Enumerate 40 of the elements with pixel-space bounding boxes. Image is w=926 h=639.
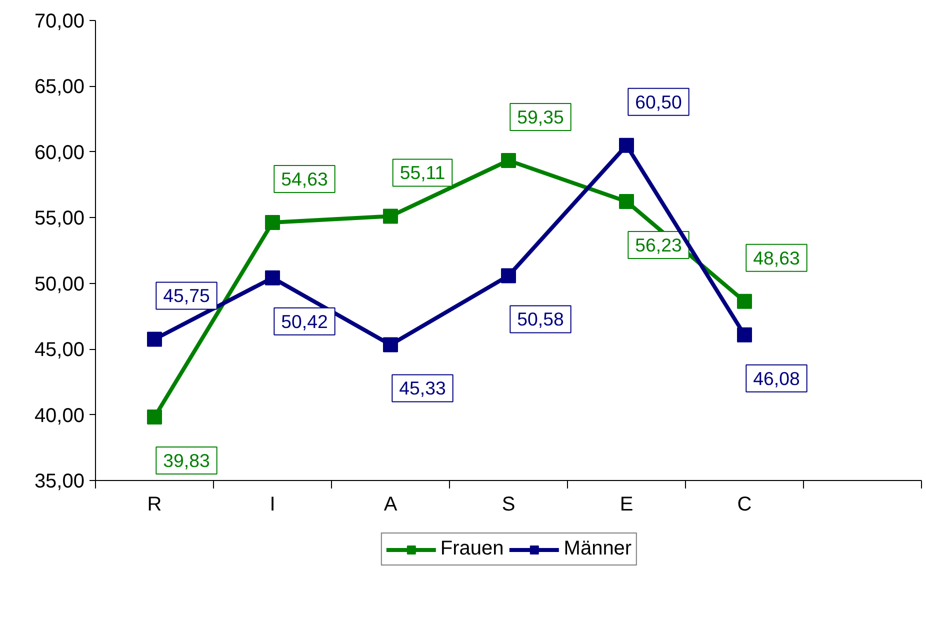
data-label: 45,33 bbox=[399, 378, 446, 399]
point bbox=[383, 337, 398, 352]
point bbox=[265, 215, 280, 230]
point bbox=[619, 194, 634, 209]
point bbox=[383, 208, 398, 224]
x-tick-label: I bbox=[270, 494, 276, 516]
y-tick-label: 55,00 bbox=[34, 208, 85, 230]
y-tick-label: 65,00 bbox=[34, 76, 85, 98]
data-label: 48,63 bbox=[753, 247, 800, 268]
data-label: 56,23 bbox=[635, 234, 682, 256]
y-tick-label: 40,00 bbox=[34, 404, 85, 427]
point bbox=[501, 268, 516, 284]
data-label: 60,50 bbox=[635, 91, 682, 112]
data-label: 55,11 bbox=[400, 162, 446, 184]
data-label: 59,35 bbox=[517, 106, 564, 128]
legend-label: Männer bbox=[564, 538, 632, 560]
y-tick-label: 45,00 bbox=[34, 339, 85, 362]
legend-label: Frauen bbox=[440, 538, 504, 560]
x-tick-label: E bbox=[620, 494, 634, 516]
y-tick-label: 50,00 bbox=[34, 273, 85, 296]
data-label: 50,58 bbox=[517, 308, 564, 330]
y-tick-label: 35,00 bbox=[34, 470, 85, 492]
x-tick-label: R bbox=[147, 494, 162, 516]
y-tick-label: 70,00 bbox=[34, 10, 85, 32]
point bbox=[737, 327, 752, 342]
point bbox=[737, 294, 752, 309]
point bbox=[147, 410, 162, 425]
data-label: 45,75 bbox=[163, 285, 210, 306]
point bbox=[619, 138, 634, 153]
data-label: 39,83 bbox=[163, 450, 210, 472]
data-label: 46,08 bbox=[753, 368, 800, 389]
x-tick-label: S bbox=[502, 494, 516, 516]
data-label: 50,42 bbox=[281, 310, 328, 332]
point bbox=[501, 152, 516, 168]
data-label: 54,63 bbox=[281, 168, 328, 190]
x-tick-label: C bbox=[737, 494, 752, 516]
point bbox=[147, 332, 162, 347]
y-tick-label: 60,00 bbox=[34, 142, 85, 164]
point bbox=[265, 270, 280, 286]
x-tick-label: A bbox=[384, 494, 398, 516]
